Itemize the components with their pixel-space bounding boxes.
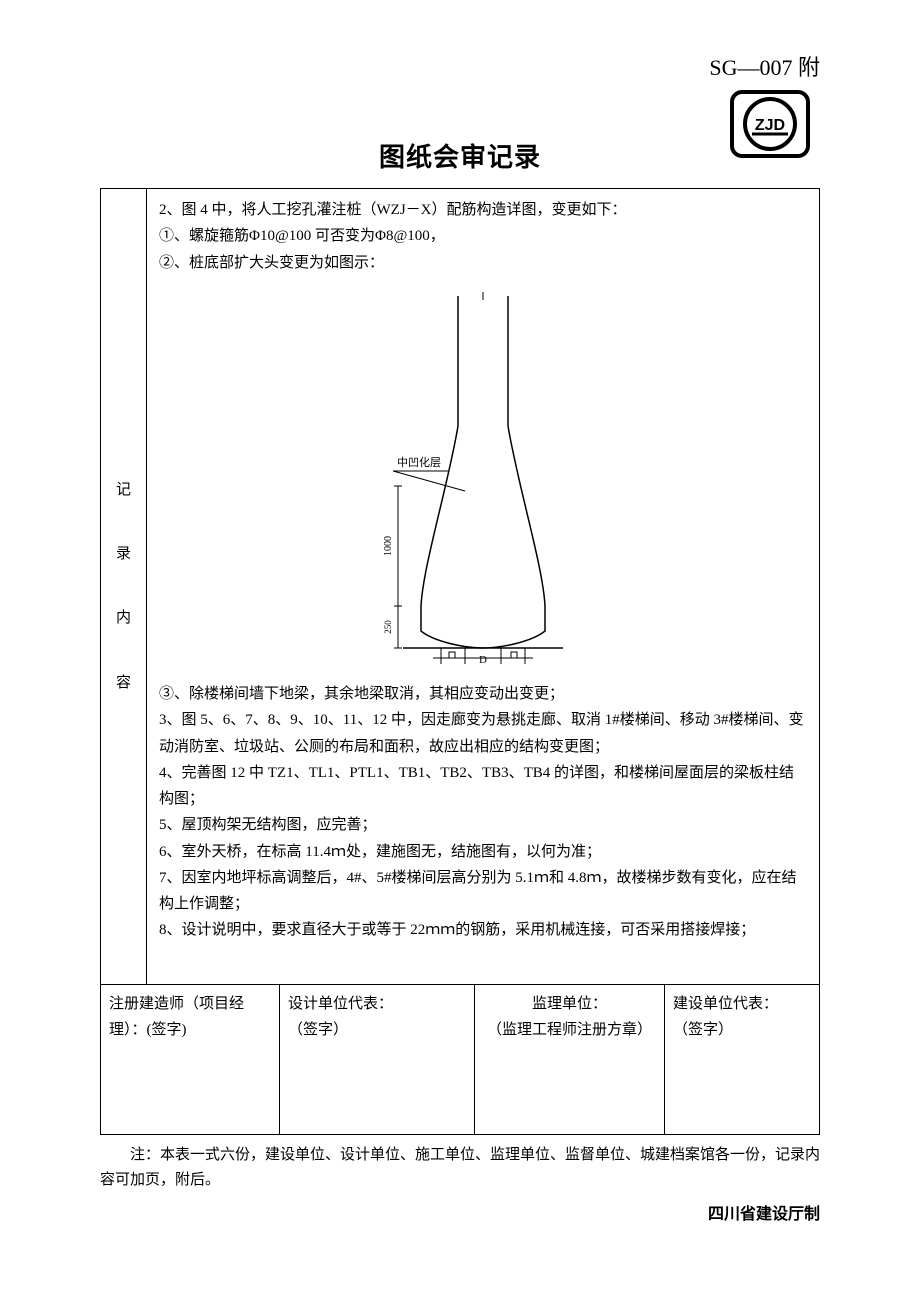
content-line-10: 8、设计说明中，要求直径大于或等于 22ｍｍ的钢筋，采用机械连接，可否采用搭接焊… <box>159 917 807 943</box>
sig-owner-l1: 建设单位代表： <box>673 996 778 1012</box>
sig-cell-designer: 设计单位代表： （签字） <box>280 984 475 1134</box>
side-char-2: 录 <box>107 541 140 567</box>
logo-stamp: ZJD <box>730 90 810 163</box>
sig-contractor-l2: 理）：(签字) <box>109 1022 187 1038</box>
content-line-3: ②、桩底部扩大头变更为如图示： <box>159 250 807 276</box>
main-table: 记 录 内 容 2、图 4 中，将人工挖孔灌注桩（WZJ－X）配筋构造详图，变更… <box>100 188 820 1135</box>
content-line-8: 6、室外天桥，在标高 11.4ｍ处，建施图无，结施图有，以何为准； <box>159 839 807 865</box>
side-char-1: 记 <box>107 477 140 503</box>
content-line-7: 5、屋顶构架无结构图，应完善； <box>159 812 807 838</box>
footer-credit: 四川省建设厅制 <box>100 1200 820 1224</box>
page-title: 图纸会审记录 <box>80 137 840 174</box>
sig-cell-contractor: 注册建造师（项目经 理）：(签字) <box>101 984 280 1134</box>
side-label-cell: 记 录 内 容 <box>101 189 147 985</box>
content-line-2: ①、螺旋箍筋Φ10@100 可否变为Φ8@100， <box>159 223 807 249</box>
side-char-3: 内 <box>107 605 140 631</box>
diagram-label-mid: 中凹化层 <box>397 455 441 469</box>
sig-cell-owner: 建设单位代表： （签字） <box>665 984 820 1134</box>
sig-cell-supervisor: 监理单位： （监理工程师注册方章） <box>475 984 665 1134</box>
sig-designer-l2: （签字） <box>288 1022 348 1038</box>
diagram-dim-1000: 1000 <box>383 536 394 556</box>
diagram-dim-250: 250 <box>383 620 393 634</box>
content-line-9: 7、因室内地坪标高调整后，4#、5#楼梯间层高分别为 5.1ｍ和 4.8ｍ，故楼… <box>159 865 807 918</box>
logo-text: ZJD <box>755 117 785 134</box>
sig-supervisor-l1: 监理单位： <box>532 996 607 1012</box>
content-cell: 2、图 4 中，将人工挖孔灌注桩（WZJ－X）配筋构造详图，变更如下： ①、螺旋… <box>147 189 820 985</box>
sig-supervisor-l2: （监理工程师注册方章） <box>487 1022 652 1038</box>
content-line-1: 2、图 4 中，将人工挖孔灌注桩（WZJ－X）配筋构造详图，变更如下： <box>159 197 807 223</box>
pile-diagram: 中凹化层 1000 250 <box>159 286 807 675</box>
sig-designer-l1: 设计单位代表： <box>288 996 393 1012</box>
content-line-4: ③、除楼梯间墙下地梁，其余地梁取消，其相应变动出变更； <box>159 681 807 707</box>
header-code: SG—007 附 <box>80 50 840 82</box>
side-char-4: 容 <box>107 670 140 696</box>
footnote: 注：本表一式六份，建设单位、设计单位、施工单位、监理单位、监督单位、城建档案馆各… <box>100 1143 820 1194</box>
sig-contractor-l1: 注册建造师（项目经 <box>109 996 244 1012</box>
content-line-5: 3、图 5、6、7、8、9、10、11、12 中，因走廊变为悬挑走廊、取消 1#… <box>159 707 807 760</box>
content-line-6: 4、完善图 12 中 TZ1、TL1、PTL1、TB1、TB2、TB3、TB4 … <box>159 760 807 813</box>
signature-row: 注册建造师（项目经 理）：(签字) 设计单位代表： （签字） 监理单位： （监理… <box>101 984 820 1134</box>
sig-owner-l2: （签字） <box>673 1022 733 1038</box>
diagram-dim-D: D <box>479 654 487 666</box>
